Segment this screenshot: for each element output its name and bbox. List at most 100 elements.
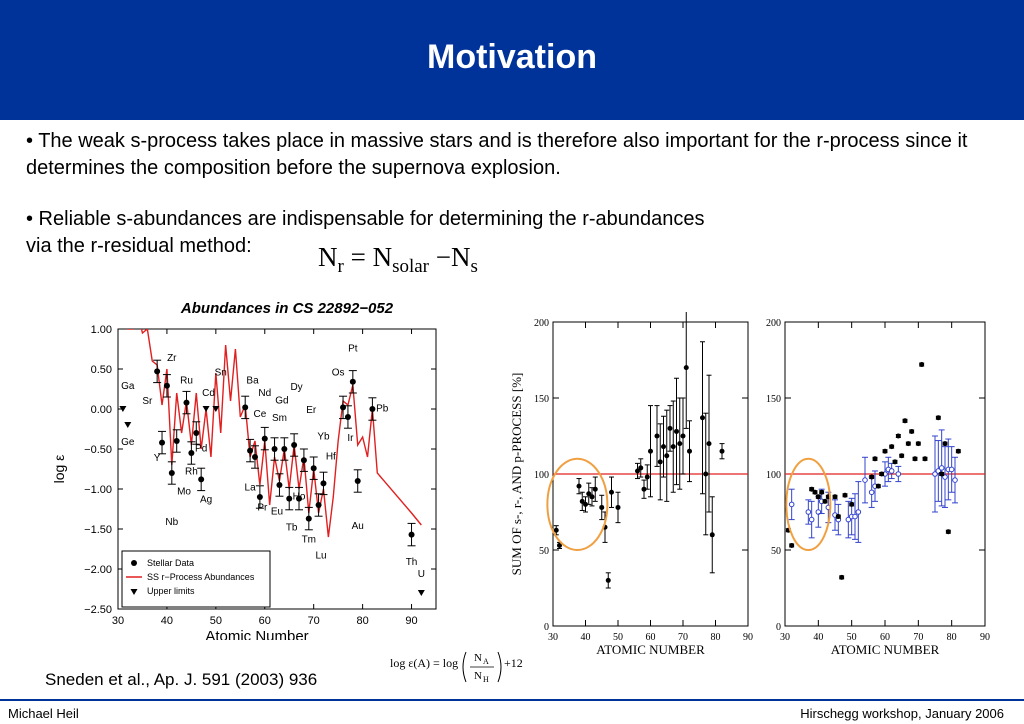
y-tick-label: 200	[766, 318, 781, 329]
data-point	[909, 428, 915, 434]
element-label: Hf	[326, 451, 336, 462]
bullet-s-abundances: • Reliable s-abundances are indispensabl…	[26, 206, 986, 260]
element-label: Os	[332, 367, 345, 378]
data-point	[912, 456, 918, 462]
log-eq-den: N	[474, 670, 482, 682]
element-label: Gd	[275, 395, 288, 406]
stellar-data-point	[320, 480, 327, 487]
data-point	[589, 494, 595, 500]
footer-divider	[0, 699, 1024, 701]
stellar-data-point	[159, 439, 166, 446]
stellar-data-point	[183, 399, 190, 406]
data-point	[635, 468, 640, 474]
element-label: Zr	[167, 353, 177, 364]
y-tick-label: 0	[776, 622, 781, 633]
data-point	[935, 415, 941, 421]
y-tick-label: −0.50	[84, 444, 112, 456]
y-tick-label: 100	[534, 470, 549, 481]
stellar-data-point	[256, 494, 263, 500]
stellar-data-point	[340, 404, 347, 411]
data-point	[879, 471, 885, 477]
y-tick-label: 50	[539, 546, 549, 557]
x-tick-label: 60	[880, 632, 890, 643]
element-label: Ce	[253, 409, 266, 420]
data-point	[657, 459, 663, 465]
data-point	[889, 444, 895, 450]
data-point-blue	[868, 489, 875, 496]
data-point	[609, 489, 614, 495]
element-label: La	[245, 483, 257, 494]
x-tick-label: 40	[581, 632, 591, 643]
upper-limit-marker	[202, 406, 210, 412]
stellar-data-point	[154, 368, 161, 375]
stellar-data-point	[291, 442, 298, 448]
stellar-data-point	[168, 470, 175, 476]
formula-n: N	[318, 242, 338, 272]
data-point	[661, 444, 666, 450]
x-tick-label: 30	[112, 615, 124, 627]
data-point	[683, 365, 689, 371]
data-point	[674, 428, 679, 434]
data-point	[700, 415, 705, 421]
chart-title: Abundances in CS 22892−052	[180, 300, 394, 317]
data-point	[709, 532, 715, 538]
data-point	[872, 456, 878, 462]
element-label: Ir	[347, 433, 354, 444]
legend-entry: Stellar Data	[147, 558, 194, 568]
log-eq-paren-right	[497, 651, 502, 683]
data-point	[892, 459, 898, 465]
data-point	[605, 577, 611, 583]
plot-frame	[117, 328, 437, 610]
data-point	[819, 489, 825, 495]
data-point	[553, 527, 559, 533]
data-point	[677, 441, 683, 447]
element-label: Dy	[290, 382, 302, 393]
element-label: Sn	[215, 367, 227, 378]
data-point	[822, 498, 828, 504]
data-point-blue	[888, 468, 895, 474]
data-point-blue	[932, 471, 938, 477]
stellar-data-point	[261, 435, 268, 442]
data-point	[835, 514, 841, 520]
x-tick-label: 70	[678, 632, 688, 643]
stellar-data-point	[242, 404, 249, 411]
element-label: Er	[306, 405, 317, 416]
stellar-data-point	[188, 450, 195, 456]
r-residual-formula: Nr = Nsolar −Ns	[318, 242, 478, 278]
data-point	[670, 444, 676, 450]
data-point-blue	[952, 477, 958, 483]
data-point	[882, 448, 888, 454]
element-label: Ga	[121, 381, 135, 392]
stellar-data-point	[286, 495, 293, 502]
element-label: Pt	[348, 343, 358, 354]
upper-limit-marker	[119, 406, 127, 412]
element-label: Lu	[315, 551, 326, 562]
data-point	[842, 492, 848, 498]
stellar-data-point	[315, 502, 322, 508]
data-point	[789, 542, 795, 548]
x-tick-label: 90	[980, 632, 990, 643]
formula-n-solar: N	[372, 242, 393, 272]
element-label: Au	[352, 521, 364, 532]
x-tick-label: 50	[847, 632, 857, 643]
legend-marker-upper	[130, 589, 138, 595]
y-tick-label: −1.50	[84, 524, 112, 536]
stellar-data-point	[354, 478, 361, 484]
data-point-blue	[852, 513, 858, 520]
data-point	[812, 489, 818, 495]
x-tick-label: 50	[613, 632, 623, 643]
abundance-chart: Abundances in CS 22892−052 1.00 0.50 0.00 −0…	[52, 300, 437, 640]
data-point-blue	[805, 509, 812, 515]
y-tick-label: −2.00	[84, 564, 112, 576]
data-point	[586, 491, 592, 497]
data-point	[915, 441, 921, 447]
element-label: Rh	[185, 467, 198, 478]
x-tick-label: 80	[356, 615, 368, 627]
element-label: Nd	[258, 388, 271, 399]
stellar-data-point	[173, 438, 180, 444]
element-label: Tb	[286, 523, 298, 534]
y-tick-label: 150	[534, 394, 549, 405]
stellar-data-point	[369, 406, 376, 412]
x-tick-label: 50	[210, 615, 222, 627]
x-tick-label: 80	[711, 632, 721, 643]
